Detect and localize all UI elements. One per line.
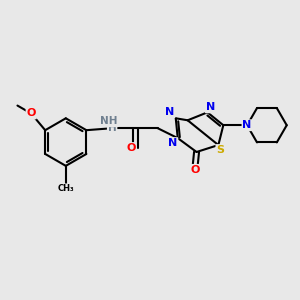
Text: O: O xyxy=(126,143,136,153)
Text: N: N xyxy=(165,107,174,117)
Text: N: N xyxy=(242,120,252,130)
Text: O: O xyxy=(26,109,36,118)
Text: N: N xyxy=(206,102,215,112)
Text: NH: NH xyxy=(100,116,118,126)
Text: CH₃: CH₃ xyxy=(58,184,74,193)
Text: O: O xyxy=(191,165,200,175)
Text: H: H xyxy=(108,123,116,133)
Text: S: S xyxy=(216,145,224,155)
Text: N: N xyxy=(168,138,177,148)
